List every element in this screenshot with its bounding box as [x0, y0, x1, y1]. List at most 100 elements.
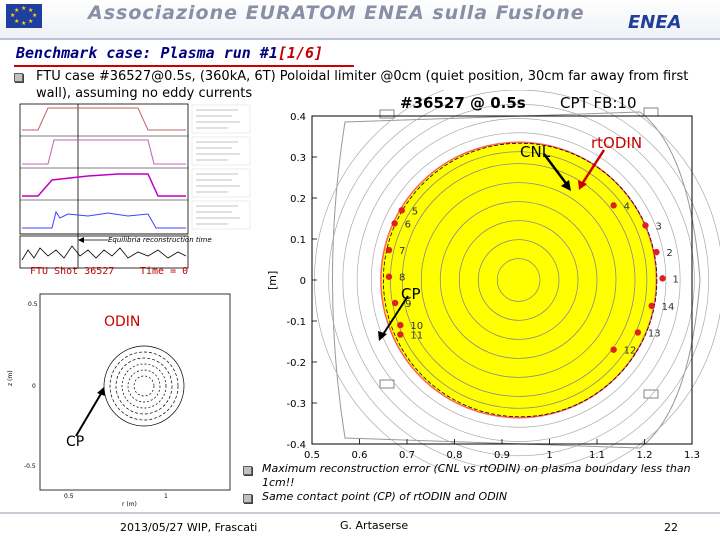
- odin-cp-label: CP: [66, 434, 85, 450]
- probe-label: 14: [662, 302, 675, 313]
- odin-flux-surfaces: [103, 345, 185, 427]
- header-bar: [0, 0, 720, 40]
- page-number: 22: [664, 521, 678, 534]
- x-tick-label: 1.1: [589, 450, 605, 461]
- cnl-arrowhead: [561, 180, 571, 191]
- odin-equilibrium-plot: z (m) 0.5 0 -0.5 0.5 1 r (m): [4, 290, 238, 510]
- rtodin-label: rtODIN: [591, 134, 643, 152]
- main-cp-label: CP: [401, 285, 421, 303]
- probe-label: 13: [648, 328, 661, 339]
- rtodin-arrow: [580, 149, 606, 185]
- cnl-boundary: [380, 141, 658, 419]
- y-tick-label: 0.2: [290, 194, 306, 205]
- odin-ytick: 0.5: [28, 301, 38, 308]
- odin-xtick: 1: [164, 493, 168, 500]
- odin-label: ODIN: [104, 314, 141, 330]
- flux-surface: [477, 239, 560, 321]
- y-tick-label: 0.4: [290, 112, 306, 123]
- cp-arrowhead: [378, 331, 387, 341]
- probe-marker: [385, 246, 393, 254]
- probe-marker: [397, 331, 404, 338]
- probe-label: 11: [410, 331, 423, 342]
- y-tick-label: -0.1: [286, 317, 306, 328]
- slide-title-link[interactable]: [1/6]: [277, 44, 324, 62]
- rtodin-arrowhead: [578, 180, 587, 190]
- probe-label: 9: [405, 299, 411, 310]
- x-tick-label: 0.7: [399, 450, 415, 461]
- odin-ytick: -0.5: [24, 463, 36, 470]
- main-plot-subtitle: CPT FB:10: [560, 94, 637, 112]
- y-tick-label: 0: [300, 276, 306, 287]
- flux-surface: [458, 220, 579, 340]
- y-tick-label: 0.3: [290, 153, 306, 164]
- plasma-traces-plot: [8, 100, 256, 272]
- probe-label: 2: [666, 248, 672, 259]
- x-tick-label: 0.5: [304, 450, 320, 461]
- probe-label: 12: [624, 346, 637, 357]
- flux-surface: [439, 201, 598, 359]
- header-rule: [0, 38, 720, 40]
- outer-contour: [356, 118, 681, 442]
- probe-label: 6: [405, 219, 411, 230]
- probe-marker: [610, 346, 617, 353]
- x-tick-label: 0.8: [447, 450, 463, 461]
- cnl-arrow: [543, 153, 569, 187]
- title-underline: [14, 65, 354, 67]
- ftu-shot-label: FTU Shot 36527: [30, 266, 115, 277]
- probe-marker: [391, 299, 399, 307]
- footer-rule: [0, 512, 720, 514]
- outer-contour: [342, 103, 695, 457]
- rtodin-boundary: [382, 142, 658, 418]
- slide-title-text: Benchmark case: Plasma run #1: [16, 44, 278, 62]
- y-tick-label: -0.2: [286, 358, 306, 369]
- probe-marker: [659, 275, 666, 282]
- bullet-square-icon: [243, 466, 252, 475]
- note-contact-point: Same contact point (CP) of rtODIN and OD…: [262, 490, 508, 503]
- flux-surfaces: [389, 151, 648, 409]
- probe-marker: [398, 207, 405, 214]
- probe-label: 4: [624, 201, 630, 212]
- flux-surface: [389, 151, 648, 409]
- main-plot-title: #36527 @ 0.5s: [400, 94, 526, 112]
- equilibrium-time-label: Equilibria reconstruction time: [108, 236, 212, 244]
- bullet-square-icon: [14, 73, 23, 82]
- case-description: FTU case #36527@0.5s, (360kA, 6T) Poloid…: [36, 69, 689, 101]
- ftu-time-label: Time = 0: [140, 266, 189, 277]
- probe-marker: [610, 202, 617, 209]
- footer-date-place: 2013/05/27 WIP, Frascati: [120, 521, 258, 534]
- odin-xtick: 0.5: [64, 493, 74, 500]
- note-reconstruction-error: Maximum reconstruction error (CNL vs rtO…: [262, 462, 691, 489]
- probe-label: 7: [399, 246, 405, 257]
- y-tick-label: -0.3: [286, 399, 306, 410]
- flux-surface: [401, 163, 636, 397]
- probe-marker: [653, 248, 660, 256]
- probe-label: 3: [655, 221, 661, 232]
- x-tick-label: 0.9: [494, 450, 510, 461]
- odin-xlabel: r (m): [122, 501, 137, 508]
- slide-title: Benchmark case: Plasma run #1[1/6]: [16, 44, 323, 62]
- probe-marker: [642, 222, 649, 229]
- probe-marker: [397, 321, 404, 329]
- cnl-label: CNL: [520, 143, 551, 161]
- bullet-square-icon: [243, 494, 252, 503]
- eu-flag-icon: ★ ★ ★ ★ ★ ★ ★ ★: [6, 4, 42, 28]
- footer-author: G. Artaserse: [340, 519, 409, 532]
- y-tick-label: -0.4: [286, 440, 306, 451]
- plasma-region: [380, 142, 657, 418]
- probe-marker: [385, 273, 393, 280]
- plot-axes: 0.5 0.6 0.7 0.8 0.9 1 1.1 1.2 1.3 0.4 0.3 0.2 0.1 0 -0…: [286, 112, 699, 461]
- cp-arrow: [381, 295, 409, 337]
- flux-surface: [496, 258, 541, 302]
- main-equilibrium-plot: 0.5 0.6 0.7 0.8 0.9 1 1.1 1.2 1.3 0.4 0.3 0.2 0.1 0 -0…: [260, 90, 720, 470]
- y-tick-label: 0.1: [290, 235, 306, 246]
- probe-label: 8: [399, 273, 405, 284]
- enea-logo: ENEA: [628, 12, 682, 33]
- flux-surface: [420, 182, 617, 378]
- probe-label: 1: [673, 274, 679, 285]
- association-banner: Associazione EURATOM ENEA sulla Fusione: [88, 2, 585, 24]
- x-tick-label: 0.6: [352, 450, 368, 461]
- x-tick-label: 1.2: [637, 450, 653, 461]
- odin-ytick: 0: [32, 383, 36, 390]
- probe-marker: [391, 220, 398, 227]
